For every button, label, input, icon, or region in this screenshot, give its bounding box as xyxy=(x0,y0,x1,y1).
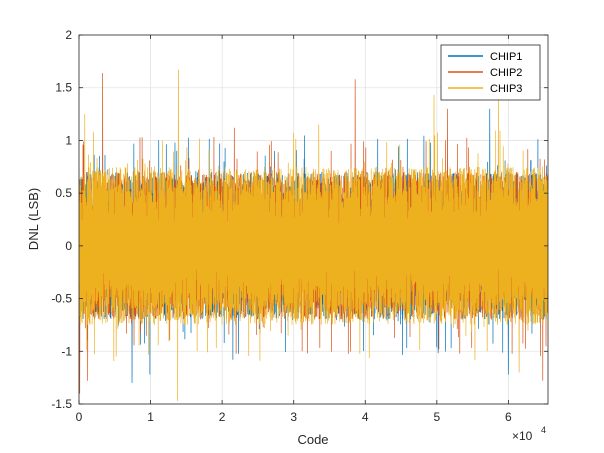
x-tick-label: 2 xyxy=(219,410,226,424)
legend: CHIP1 CHIP2 CHIP3 xyxy=(440,44,541,101)
x-tick-label: 1 xyxy=(147,410,154,424)
x-exponent-base: ×10 xyxy=(512,429,533,443)
y-axis-label: DNL (LSB) xyxy=(26,188,41,250)
legend-label-chip1: CHIP1 xyxy=(490,51,522,63)
x-axis-label: Code xyxy=(297,432,328,447)
plot-frame xyxy=(78,34,549,405)
y-tick-label: -1 xyxy=(61,344,72,358)
x-tick-labels: 0 1 2 3 4 5 6 xyxy=(76,410,512,424)
series-layer xyxy=(79,69,548,401)
x-tick-label: 0 xyxy=(76,410,83,424)
x-exponent-label: ×10 4 xyxy=(512,425,546,443)
y-tick-label: -0.5 xyxy=(51,292,72,306)
y-tick-label: -1.5 xyxy=(51,397,72,411)
y-tick-label: 0.5 xyxy=(55,186,72,200)
y-tick-label: 2 xyxy=(65,28,72,42)
legend-label-chip3: CHIP3 xyxy=(490,83,522,95)
legend-label-chip2: CHIP2 xyxy=(490,67,522,79)
y-tick-label: 0 xyxy=(65,239,72,253)
series-line-chip3 xyxy=(79,69,548,401)
axis-ticks xyxy=(78,34,548,405)
y-tick-labels: -1.5 -1 -0.5 0 0.5 1 1.5 2 xyxy=(51,28,72,411)
x-exponent-power: 4 xyxy=(541,425,546,435)
x-tick-label: 3 xyxy=(290,410,297,424)
x-tick-label: 5 xyxy=(433,410,440,424)
x-tick-label: 6 xyxy=(505,410,512,424)
y-tick-label: 1 xyxy=(65,133,72,147)
y-tick-label: 1.5 xyxy=(55,81,72,95)
x-tick-label: 4 xyxy=(362,410,369,424)
